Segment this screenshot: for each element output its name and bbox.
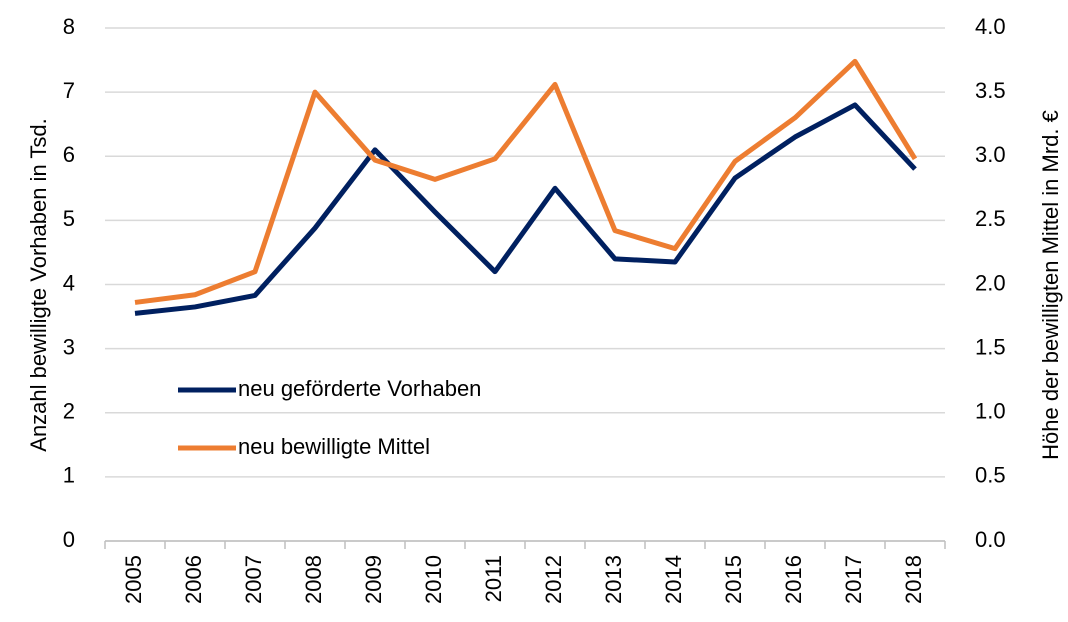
y2-tick-label: 0.5 bbox=[975, 463, 1006, 488]
legend-label: neu geförderte Vorhaben bbox=[238, 376, 481, 401]
x-tick-label: 2016 bbox=[781, 555, 806, 604]
y2-tick-label: 1.0 bbox=[975, 399, 1006, 424]
y-tick-label: 1 bbox=[63, 463, 75, 488]
series-line bbox=[134, 58, 918, 305]
x-tick-label: 2010 bbox=[421, 555, 446, 604]
x-tick-label: 2008 bbox=[301, 555, 326, 604]
x-tick-label: 2015 bbox=[721, 555, 746, 604]
y2-tick-label: 2.0 bbox=[975, 270, 1006, 295]
y-tick-label: 3 bbox=[63, 334, 75, 359]
x-tick-label: 2012 bbox=[541, 555, 566, 604]
y-tick-label: 4 bbox=[63, 270, 75, 295]
x-tick-label: 2007 bbox=[241, 555, 266, 604]
y-tick-label: 5 bbox=[63, 206, 75, 231]
x-tick-label: 2006 bbox=[181, 555, 206, 604]
x-tick-label: 2011 bbox=[481, 555, 506, 602]
y2-tick-label: 1.5 bbox=[975, 334, 1006, 359]
y2-tick-label: 3.5 bbox=[975, 78, 1006, 103]
y2-tick-label: 4.0 bbox=[975, 14, 1006, 39]
y-tick-label: 0 bbox=[63, 527, 75, 552]
y2-tick-label: 2.5 bbox=[975, 206, 1006, 231]
legend-label: neu bewilligte Mittel bbox=[238, 434, 430, 459]
x-tick-label: 2013 bbox=[601, 555, 626, 604]
y-axis-label: Anzahl bewilligte Vorhaben in Tsd. bbox=[26, 118, 51, 451]
y2-tick-label: 0.0 bbox=[975, 527, 1006, 552]
x-tick-label: 2014 bbox=[661, 555, 686, 604]
y-tick-label: 8 bbox=[63, 14, 75, 39]
y-tick-label: 6 bbox=[63, 142, 75, 167]
y2-axis-label: Höhe der bewilligten Mittel in Mrd. € bbox=[1038, 110, 1063, 460]
x-tick-label: 2005 bbox=[121, 555, 146, 604]
x-tick-label: 2009 bbox=[361, 555, 386, 604]
y2-tick-label: 3.0 bbox=[975, 142, 1006, 167]
series-line bbox=[134, 102, 917, 316]
y-tick-label: 7 bbox=[63, 78, 75, 103]
y-tick-label: 2 bbox=[63, 399, 75, 424]
x-tick-label: 2017 bbox=[841, 555, 866, 604]
x-tick-label: 2018 bbox=[901, 555, 926, 604]
